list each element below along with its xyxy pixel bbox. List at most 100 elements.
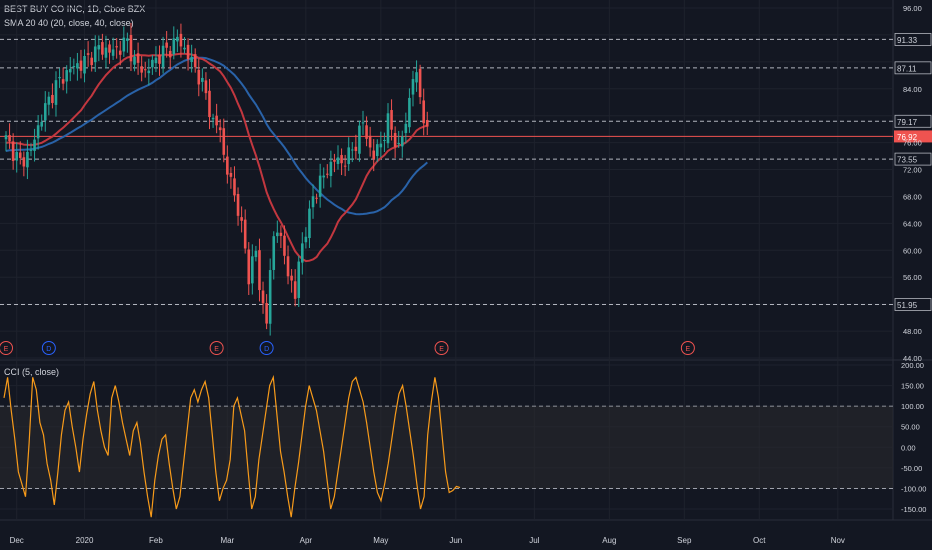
candle bbox=[190, 56, 193, 62]
candle bbox=[61, 79, 65, 84]
candle bbox=[15, 151, 19, 161]
time-tick-label: Dec bbox=[10, 536, 24, 545]
candle bbox=[272, 236, 276, 270]
candle bbox=[390, 110, 393, 130]
candle bbox=[168, 50, 172, 58]
time-tick-label: Apr bbox=[300, 536, 313, 545]
candle bbox=[304, 236, 308, 243]
cci-tick-label: 150.00 bbox=[901, 382, 924, 391]
candle bbox=[211, 117, 215, 120]
candle bbox=[108, 44, 111, 53]
candle bbox=[329, 161, 333, 176]
candle bbox=[247, 249, 251, 285]
candle bbox=[290, 275, 293, 281]
candle bbox=[40, 121, 43, 127]
price-tick-label: 60.00 bbox=[903, 246, 922, 255]
price-tick-label: 68.00 bbox=[903, 192, 922, 201]
level-box bbox=[894, 152, 932, 166]
candle bbox=[350, 149, 354, 151]
candle bbox=[326, 173, 329, 175]
time-tick-label: May bbox=[373, 536, 388, 545]
candle bbox=[26, 151, 29, 168]
candle bbox=[343, 165, 347, 167]
candle bbox=[397, 143, 400, 145]
candle bbox=[333, 159, 336, 162]
candle bbox=[176, 36, 179, 42]
candle bbox=[65, 70, 68, 82]
candle bbox=[204, 80, 208, 94]
price-tick-label: 44.00 bbox=[903, 354, 922, 363]
candle bbox=[286, 256, 290, 277]
candle bbox=[368, 135, 372, 148]
candle bbox=[86, 53, 90, 55]
candle bbox=[54, 80, 58, 105]
candle bbox=[425, 119, 429, 127]
candle bbox=[243, 219, 247, 249]
candle bbox=[393, 133, 397, 147]
price-tick-label: 96.00 bbox=[903, 4, 922, 13]
time-tick-label: Jul bbox=[529, 536, 539, 545]
candle bbox=[311, 196, 315, 208]
candle bbox=[36, 125, 40, 139]
candle bbox=[129, 35, 133, 62]
candle bbox=[400, 136, 404, 147]
event-marker bbox=[0, 341, 13, 355]
cci-tick-label: -150.00 bbox=[901, 505, 926, 514]
candle bbox=[33, 139, 36, 151]
candle bbox=[79, 60, 83, 71]
candle bbox=[254, 250, 258, 258]
candle bbox=[115, 46, 118, 48]
event-letter: D bbox=[46, 346, 51, 353]
candle bbox=[4, 135, 8, 140]
time-tick-label: Aug bbox=[602, 536, 616, 545]
last-price-box bbox=[894, 130, 932, 143]
cci-panel bbox=[0, 374, 893, 518]
candle bbox=[222, 128, 226, 155]
candle bbox=[358, 125, 361, 154]
candle bbox=[379, 143, 383, 148]
chart-title: BEST BUY CO INC, 1D, Cboe BZX bbox=[4, 4, 146, 14]
level-box bbox=[894, 298, 932, 311]
candle bbox=[404, 123, 408, 134]
candle bbox=[47, 96, 51, 105]
candle bbox=[147, 70, 151, 74]
event-letter: E bbox=[439, 346, 444, 353]
price-tick-label: 72.00 bbox=[903, 166, 922, 175]
candle bbox=[301, 243, 304, 263]
event-marker bbox=[41, 341, 56, 355]
candle bbox=[136, 53, 140, 63]
sma-legend-label: SMA 20 40 (20, close, 40, close) bbox=[4, 18, 134, 28]
candle bbox=[354, 146, 358, 151]
candle bbox=[236, 194, 240, 216]
price-tick-label: 56.00 bbox=[903, 273, 922, 282]
candle bbox=[411, 79, 415, 95]
candle bbox=[315, 197, 318, 199]
candle bbox=[308, 208, 311, 239]
candle bbox=[265, 303, 268, 324]
candle bbox=[76, 63, 79, 69]
event-marker bbox=[209, 341, 224, 355]
candle bbox=[336, 157, 340, 164]
level-box bbox=[894, 33, 932, 46]
candle bbox=[375, 144, 379, 157]
candle bbox=[29, 149, 33, 151]
candle bbox=[422, 100, 425, 124]
event-letter: E bbox=[214, 346, 219, 353]
cci-tick-label: -100.00 bbox=[901, 484, 926, 493]
candle bbox=[218, 127, 222, 131]
candle bbox=[283, 235, 286, 256]
candle bbox=[158, 54, 161, 64]
candle bbox=[365, 125, 368, 139]
sma40-line bbox=[5, 56, 428, 216]
time-tick-label: Sep bbox=[677, 536, 692, 545]
cci-tick-label: 100.00 bbox=[901, 402, 924, 411]
candle bbox=[226, 156, 229, 175]
cci-legend-label: CCI (5, close) bbox=[4, 367, 60, 377]
candle bbox=[68, 69, 72, 73]
candle bbox=[276, 232, 279, 237]
candle bbox=[101, 42, 104, 55]
candle bbox=[51, 94, 54, 104]
candle bbox=[122, 37, 126, 52]
cci-tick-label: 50.00 bbox=[901, 423, 920, 432]
